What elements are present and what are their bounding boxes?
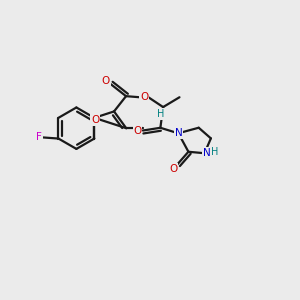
Text: F: F	[36, 133, 42, 142]
Text: N: N	[175, 128, 182, 138]
Text: O: O	[134, 125, 142, 136]
Text: O: O	[102, 76, 110, 86]
Text: O: O	[91, 115, 100, 125]
Text: H: H	[157, 109, 164, 119]
Text: O: O	[140, 92, 148, 102]
Text: N: N	[203, 148, 211, 158]
Text: H: H	[211, 147, 218, 157]
Text: O: O	[169, 164, 178, 174]
